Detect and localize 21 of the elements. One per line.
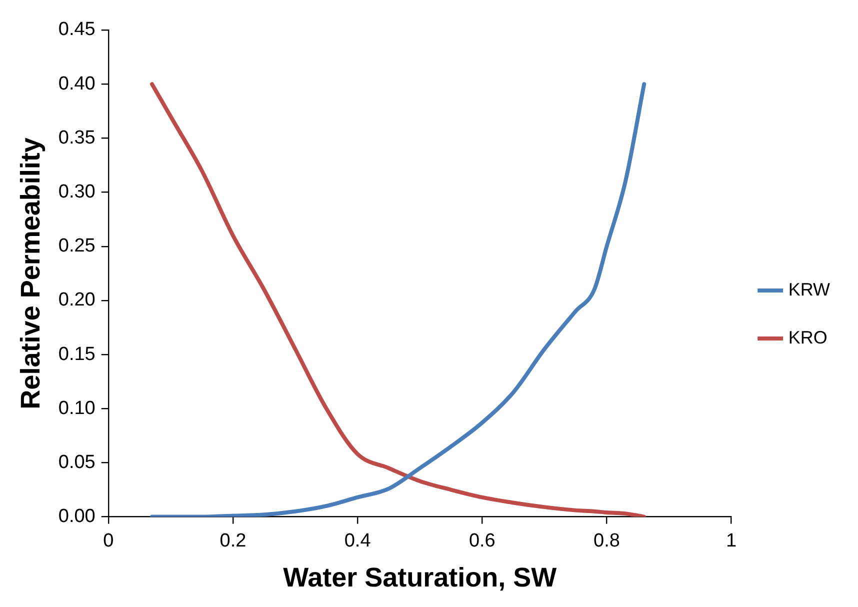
y-tick-label: 0.25 [58, 236, 96, 257]
x-tick-label: 0.2 [220, 530, 246, 552]
y-tick-label: 0.05 [58, 452, 96, 473]
x-tick-label: 0.6 [468, 530, 496, 552]
y-tick-label: 0.45 [58, 19, 96, 40]
y-tick-label: 0.10 [58, 398, 96, 419]
y-tick-label: 0.30 [58, 182, 96, 202]
x-tick-label: 0 [103, 530, 114, 552]
y-tick-label: 0.35 [58, 127, 96, 148]
y-tick-label: 0.20 [58, 290, 96, 311]
x-tick-label: 1 [726, 530, 737, 552]
x-axis-title: Water Saturation, SW [283, 562, 558, 592]
x-tick-label: 0.4 [344, 530, 372, 552]
x-tick-label: 0.8 [594, 530, 620, 552]
line-series [150, 82, 646, 517]
legend-label: KRW [788, 279, 830, 300]
y-tick-label: 0.15 [58, 344, 96, 365]
y-tick-label: 0.00 [58, 506, 96, 528]
legend-label: KRO [788, 327, 828, 348]
y-axis-title: Relative Permeability [16, 138, 46, 410]
y-tick-label: 0.40 [58, 73, 96, 94]
